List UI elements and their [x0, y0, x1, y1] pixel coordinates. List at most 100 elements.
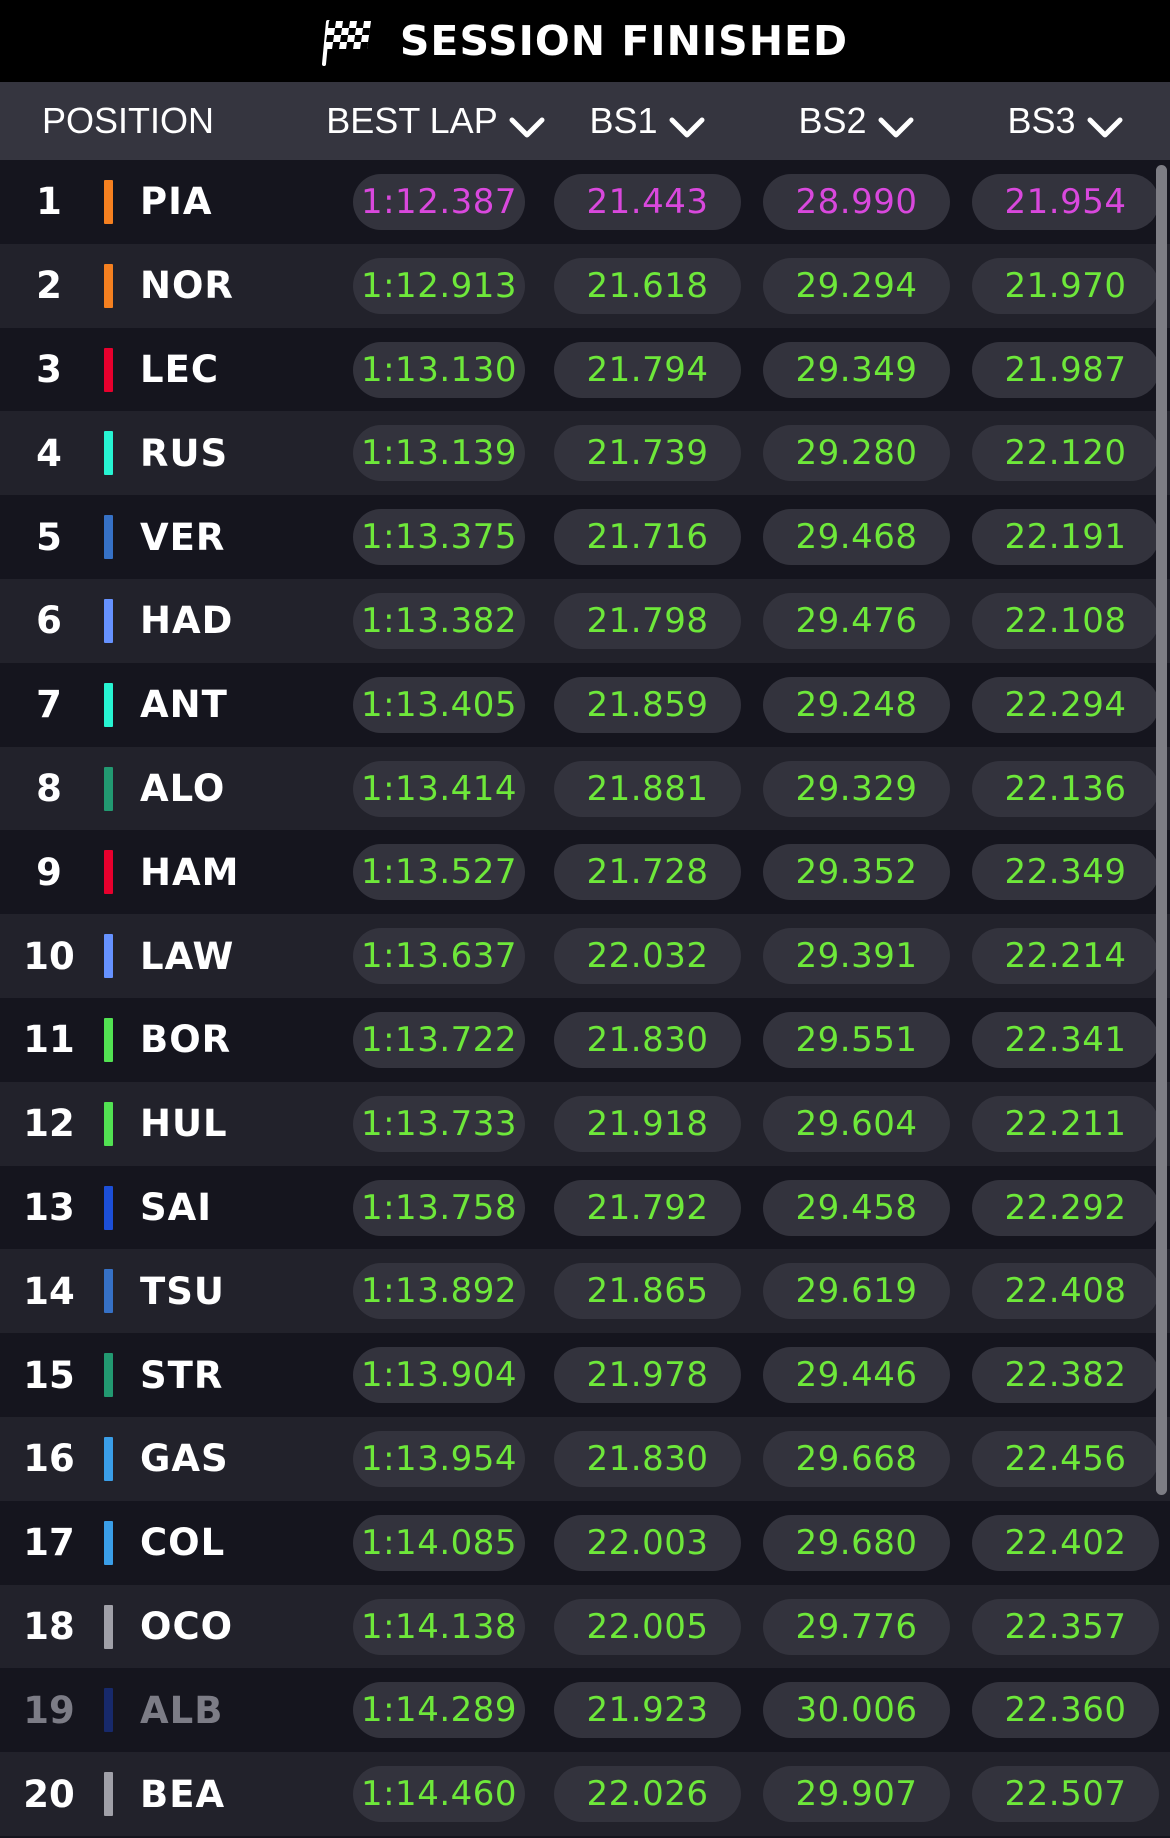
driver-code: VER [140, 515, 226, 559]
best-lap-time: 1:14.460 [353, 1766, 525, 1823]
table-row[interactable]: 16 GAS 1:13.954 21.830 29.668 22.456 [0, 1416, 1170, 1501]
best-sector-3: 22.191 [972, 509, 1159, 566]
best-sector-1: 21.792 [554, 1179, 741, 1236]
best-sector-1: 21.865 [554, 1263, 741, 1320]
column-header-best-lap[interactable]: BEST LAP [326, 82, 546, 160]
scrollbar[interactable] [1156, 165, 1167, 1495]
best-sector-3: 22.120 [972, 425, 1159, 482]
driver-code: ALO [140, 766, 226, 810]
table-row[interactable]: 20 BEA 1:14.460 22.026 29.907 22.507 [0, 1752, 1170, 1836]
table-row[interactable]: 3 LEC 1:13.130 21.794 29.349 21.987 [0, 327, 1170, 412]
session-status-title: SESSION FINISHED [399, 17, 849, 65]
driver-code: ALB [140, 1688, 224, 1732]
driver-code: ANT [140, 683, 228, 727]
best-lap-time: 1:13.954 [353, 1430, 525, 1487]
best-lap-time: 1:12.387 [353, 174, 525, 230]
best-lap-time: 1:13.733 [353, 1095, 525, 1152]
best-lap-time: 1:13.382 [353, 592, 525, 649]
best-sector-2: 29.619 [763, 1263, 950, 1320]
best-lap-time: 1:13.139 [353, 425, 525, 482]
table-row[interactable]: 10 LAW 1:13.637 22.032 29.391 22.214 [0, 914, 1170, 998]
position-number: 2 [36, 264, 62, 308]
team-color-bar [104, 1101, 113, 1146]
team-color-bar [104, 1604, 113, 1649]
table-row[interactable]: 18 OCO 1:14.138 22.005 29.776 22.357 [0, 1584, 1170, 1669]
table-row[interactable]: 1 PIA 1:12.387 21.443 28.990 21.954 [0, 160, 1170, 244]
chevron-down-icon[interactable] [1086, 108, 1124, 138]
best-lap-time: 1:12.913 [353, 257, 525, 314]
best-lap-time: 1:13.405 [353, 676, 525, 733]
best-sector-3: 22.357 [972, 1598, 1159, 1655]
driver-code: LEC [140, 347, 220, 391]
best-sector-1: 21.830 [554, 1011, 741, 1068]
table-row[interactable]: 12 HUL 1:13.733 21.918 29.604 22.211 [0, 1081, 1170, 1166]
team-color-bar [104, 598, 113, 643]
table-row[interactable]: 13 SAI 1:13.758 21.792 29.458 22.292 [0, 1165, 1170, 1250]
table-row[interactable]: 9 HAM 1:13.527 21.728 29.352 22.349 [0, 830, 1170, 915]
table-row[interactable]: 6 HAD 1:13.382 21.798 29.476 22.108 [0, 578, 1170, 663]
table-row[interactable]: 5 VER 1:13.375 21.716 29.468 22.191 [0, 495, 1170, 579]
column-header-bs2-label: BS2 [798, 100, 867, 141]
team-color-bar [104, 766, 113, 811]
best-sector-1: 22.003 [554, 1514, 741, 1571]
best-sector-1: 21.716 [554, 509, 741, 566]
table-row[interactable]: 17 COL 1:14.085 22.003 29.680 22.402 [0, 1500, 1170, 1585]
driver-code: NOR [140, 264, 234, 308]
best-sector-3: 21.987 [972, 341, 1159, 398]
best-lap-time: 1:13.904 [353, 1347, 525, 1404]
table-row[interactable]: 14 TSU 1:13.892 21.865 29.619 22.408 [0, 1249, 1170, 1334]
position-number: 17 [23, 1521, 75, 1565]
position-number: 3 [36, 347, 62, 391]
best-lap-time: 1:13.758 [353, 1179, 525, 1236]
chevron-down-icon[interactable] [668, 108, 706, 138]
best-sector-3: 22.108 [972, 592, 1159, 649]
best-sector-1: 21.859 [554, 676, 741, 733]
best-sector-3: 22.294 [972, 676, 1159, 733]
best-lap-time: 1:14.289 [353, 1682, 525, 1739]
best-sector-2: 29.604 [763, 1095, 950, 1152]
table-row[interactable]: 4 RUS 1:13.139 21.739 29.280 22.120 [0, 411, 1170, 496]
team-color-bar [104, 1688, 113, 1733]
team-color-bar [104, 850, 113, 895]
table-row[interactable]: 19 ALB 1:14.289 21.923 30.006 22.360 [0, 1668, 1170, 1753]
column-header-bs2[interactable]: BS2 [769, 82, 944, 160]
position-number: 13 [23, 1185, 75, 1229]
best-sector-3: 22.382 [972, 1347, 1159, 1404]
driver-code: COL [140, 1521, 226, 1565]
table-row[interactable]: 8 ALO 1:13.414 21.881 29.329 22.136 [0, 746, 1170, 831]
best-sector-3: 21.970 [972, 257, 1159, 314]
best-sector-2: 29.329 [763, 760, 950, 817]
best-sector-2: 28.990 [763, 174, 950, 230]
chevron-down-icon[interactable] [508, 108, 546, 138]
team-color-bar [104, 934, 113, 979]
table-row[interactable]: 2 NOR 1:12.913 21.618 29.294 21.970 [0, 243, 1170, 328]
best-sector-1: 21.830 [554, 1430, 741, 1487]
column-header-bs1[interactable]: BS1 [560, 82, 735, 160]
best-sector-1: 21.918 [554, 1095, 741, 1152]
best-sector-2: 29.280 [763, 425, 950, 482]
table-header: POSITION BEST LAP BS1 BS2 BS3 [0, 82, 1170, 160]
table-row[interactable]: 7 ANT 1:13.405 21.859 29.248 22.294 [0, 662, 1170, 747]
best-sector-1: 21.443 [554, 174, 741, 230]
session-status-banner: SESSION FINISHED [0, 0, 1170, 82]
driver-code: BOR [140, 1018, 232, 1062]
best-lap-time: 1:13.130 [353, 341, 525, 398]
chevron-down-icon[interactable] [877, 108, 915, 138]
best-sector-3: 22.360 [972, 1682, 1159, 1739]
best-sector-3: 22.408 [972, 1263, 1159, 1320]
team-color-bar [104, 1520, 113, 1565]
position-number: 4 [36, 431, 62, 475]
position-number: 9 [36, 850, 62, 894]
timing-table-body: 1 PIA 1:12.387 21.443 28.990 21.954 2 NOR 1:12.9… [0, 160, 1170, 1836]
column-header-bs3[interactable]: BS3 [978, 82, 1153, 160]
team-color-bar [104, 1353, 113, 1398]
best-sector-3: 22.136 [972, 760, 1159, 817]
column-header-bs3-label: BS3 [1007, 100, 1076, 141]
table-row[interactable]: 15 STR 1:13.904 21.978 29.446 22.382 [0, 1333, 1170, 1417]
best-sector-2: 29.907 [763, 1766, 950, 1823]
position-number: 18 [23, 1604, 75, 1648]
best-lap-time: 1:14.138 [353, 1598, 525, 1655]
table-row[interactable]: 11 BOR 1:13.722 21.830 29.551 22.341 [0, 997, 1170, 1082]
driver-code: HAD [140, 599, 234, 643]
team-color-bar [104, 347, 113, 392]
